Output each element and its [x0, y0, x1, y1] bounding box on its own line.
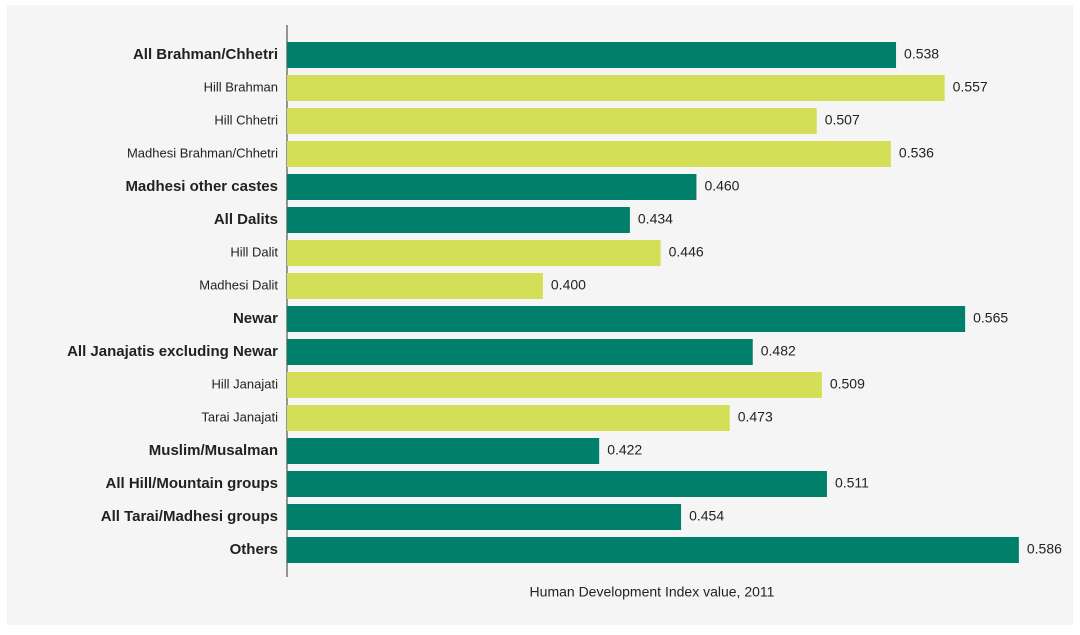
category-label: All Dalits [214, 211, 278, 228]
x-axis-label: Human Development Index value, 2011 [530, 584, 775, 600]
bar [287, 174, 697, 200]
category-label: Muslim/Musalman [149, 442, 278, 459]
bar [287, 108, 817, 134]
bar [287, 504, 682, 530]
value-label: 0.565 [973, 310, 1008, 326]
value-label: 0.422 [607, 442, 642, 458]
value-label: 0.482 [761, 343, 796, 359]
value-label: 0.536 [899, 145, 934, 161]
category-label: All Janajatis excluding Newar [67, 343, 278, 360]
bar [287, 207, 630, 233]
bar [287, 42, 897, 68]
category-label: Hill Brahman [204, 79, 278, 94]
value-label: 0.586 [1027, 541, 1062, 557]
category-label: Tarai Janajati [201, 409, 278, 424]
value-label: 0.400 [551, 277, 586, 293]
bar [287, 75, 945, 101]
bar [287, 438, 600, 464]
category-label: Madhesi Brahman/Chhetri [127, 145, 278, 160]
bar [287, 306, 966, 332]
value-label: 0.434 [638, 211, 673, 227]
category-label: Newar [233, 310, 278, 327]
category-label: Hill Dalit [230, 244, 278, 259]
bar [287, 372, 822, 398]
category-label: All Hill/Mountain groups [106, 475, 279, 492]
bar [287, 240, 661, 266]
value-label: 0.511 [835, 475, 869, 491]
value-label: 0.460 [704, 178, 739, 194]
bar [287, 141, 891, 167]
category-label: Hill Janajati [212, 376, 279, 391]
category-label: All Tarai/Madhesi groups [101, 508, 278, 525]
category-label: All Brahman/Chhetri [133, 46, 278, 63]
value-label: 0.473 [738, 409, 773, 425]
bar [287, 471, 827, 497]
value-label: 0.509 [830, 376, 865, 392]
bar [287, 339, 753, 365]
category-label: Madhesi Dalit [199, 277, 278, 292]
bar [287, 405, 730, 431]
category-label: Others [230, 541, 278, 558]
value-label: 0.557 [953, 79, 988, 95]
value-label: 0.454 [689, 508, 724, 524]
bar [287, 273, 543, 299]
value-label: 0.507 [825, 112, 860, 128]
category-label: Madhesi other castes [125, 178, 278, 195]
value-label: 0.446 [669, 244, 704, 260]
category-label: Hill Chhetri [214, 112, 278, 127]
bar [287, 537, 1019, 563]
value-label: 0.538 [904, 46, 939, 62]
